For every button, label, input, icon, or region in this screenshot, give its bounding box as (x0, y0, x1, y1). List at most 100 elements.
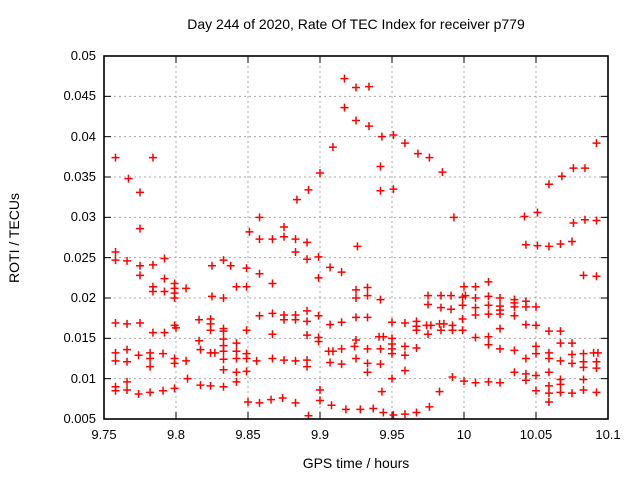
data-point-marker (376, 162, 385, 171)
data-point-marker (219, 382, 228, 391)
data-point-marker (557, 172, 566, 181)
data-point-marker (111, 153, 120, 162)
data-point-marker (267, 395, 276, 404)
data-point-marker (328, 143, 337, 152)
data-point-marker (448, 326, 457, 335)
data-point-marker (592, 216, 601, 225)
data-point-marker (447, 291, 456, 300)
data-point-marker (326, 320, 335, 329)
data-point-marker (303, 255, 312, 264)
data-point-marker (435, 387, 444, 396)
data-point-marker (363, 313, 372, 322)
data-point-marker (544, 398, 553, 407)
data-point-marker (219, 355, 228, 364)
data-point-marker (316, 396, 324, 405)
data-point-marker (219, 347, 228, 356)
data-point-marker (568, 237, 576, 246)
data-point-marker (568, 339, 576, 348)
data-point-marker (532, 342, 540, 351)
data-point-marker (291, 356, 300, 365)
data-point-marker (291, 248, 300, 257)
data-point-marker (533, 241, 542, 250)
data-point-marker (314, 252, 323, 261)
data-point-marker (544, 389, 553, 398)
data-point-marker (352, 285, 360, 294)
data-point-marker (363, 291, 372, 300)
data-point-marker (580, 164, 589, 173)
data-point-marker (314, 273, 323, 282)
data-point-marker (291, 315, 300, 324)
x-tick-label: 10.1 (595, 427, 621, 442)
y-tick-label: 0.05 (70, 48, 96, 63)
data-point-marker (496, 310, 504, 319)
x-tick-label: 10.05 (519, 427, 553, 442)
data-point-marker (352, 83, 360, 92)
data-point-marker (134, 351, 143, 360)
data-point-marker (242, 354, 251, 363)
data-point-marker (340, 74, 349, 83)
data-point-marker (232, 347, 241, 356)
data-point-marker (232, 282, 241, 291)
data-point-marker (544, 368, 553, 377)
data-point-marker (363, 368, 372, 377)
data-point-marker (303, 306, 312, 315)
data-point-marker (569, 164, 578, 173)
data-point-marker (352, 294, 360, 302)
data-point-marker (400, 139, 409, 148)
data-point-marker (544, 354, 553, 363)
data-point-marker (484, 277, 493, 286)
data-point-marker (170, 359, 179, 368)
data-point-marker (219, 256, 228, 265)
data-point-marker (242, 326, 251, 335)
y-tick-label: 0.01 (70, 370, 96, 386)
data-point-marker (460, 377, 468, 386)
data-point-marker (350, 342, 359, 351)
data-point-marker (134, 389, 143, 398)
data-point-marker (460, 282, 468, 291)
data-point-marker (388, 318, 396, 327)
data-point-marker (182, 284, 191, 293)
data-point-marker (364, 122, 373, 131)
data-point-marker (337, 360, 346, 369)
data-point-marker (364, 82, 373, 91)
data-point-marker (556, 356, 565, 365)
data-point-marker (389, 410, 398, 419)
data-point-marker (532, 349, 540, 358)
data-point-marker (377, 387, 386, 396)
data-point-marker (136, 261, 144, 270)
data-point-marker (280, 223, 288, 232)
data-point-marker (245, 227, 254, 236)
data-point-marker (436, 303, 445, 312)
data-point-marker (412, 408, 421, 417)
data-point-marker (232, 368, 241, 377)
data-point-marker (592, 139, 601, 148)
data-point-marker (424, 300, 432, 309)
data-point-marker (496, 294, 504, 302)
data-point-marker (592, 272, 601, 281)
data-point-marker (458, 314, 467, 323)
data-point-marker (533, 208, 542, 217)
y-tick-label: 0.03 (70, 209, 96, 225)
data-point-marker (255, 213, 264, 222)
data-point-marker (123, 345, 132, 354)
data-point-marker (172, 323, 180, 332)
data-point-marker (280, 356, 288, 365)
data-point-marker (232, 377, 241, 386)
data-point-marker (376, 186, 385, 195)
data-point-marker (532, 386, 540, 395)
data-point-marker (219, 294, 228, 302)
data-point-marker (556, 239, 565, 248)
data-point-marker (160, 328, 169, 337)
data-point-marker (244, 398, 252, 407)
data-point-marker (448, 373, 457, 382)
data-point-marker (438, 168, 447, 177)
data-point-marker (268, 330, 277, 339)
data-point-marker (461, 291, 470, 300)
data-point-marker (206, 326, 215, 335)
data-point-marker (579, 271, 588, 280)
data-point-marker (314, 311, 323, 320)
data-point-marker (556, 327, 565, 336)
data-point-marker (579, 385, 588, 394)
